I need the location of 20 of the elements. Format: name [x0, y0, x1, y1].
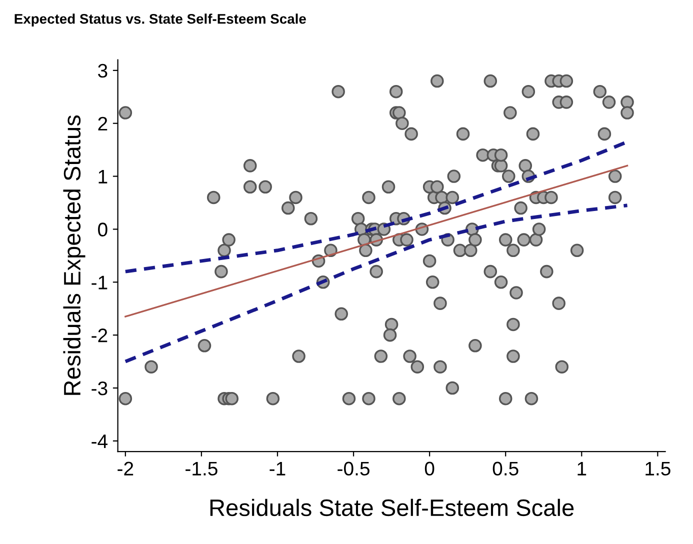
- y-tick-label: -1: [92, 276, 108, 290]
- x-tick-label: -1: [270, 462, 286, 476]
- x-tick-label: -1.5: [186, 462, 218, 476]
- y-axis-title: Residuals Expected Status: [63, 115, 86, 395]
- x-tick-label: 1.5: [646, 462, 670, 476]
- x-tick-label: -2: [118, 462, 134, 476]
- x-tick-label: 0.5: [492, 462, 518, 476]
- y-tick-label: 1: [98, 170, 108, 184]
- y-tick-label: 0: [98, 222, 108, 236]
- x-axis-title: Residuals State Self-Esteem Scale: [210, 498, 574, 516]
- y-tick-label: 3: [98, 64, 108, 78]
- y-tick-label: -2: [92, 328, 108, 342]
- y-tick-label: -4: [92, 434, 108, 448]
- y-tick-label: 2: [98, 116, 108, 130]
- x-tick-label: 1: [578, 462, 586, 476]
- x-tick-label: 0: [424, 462, 434, 476]
- x-tick-label: -0.5: [338, 462, 370, 476]
- chart-title: Expected Status vs. State Self-Esteem Scale: [14, 14, 306, 27]
- y-tick-label: -3: [92, 381, 108, 396]
- line-series: [124, 204, 629, 364]
